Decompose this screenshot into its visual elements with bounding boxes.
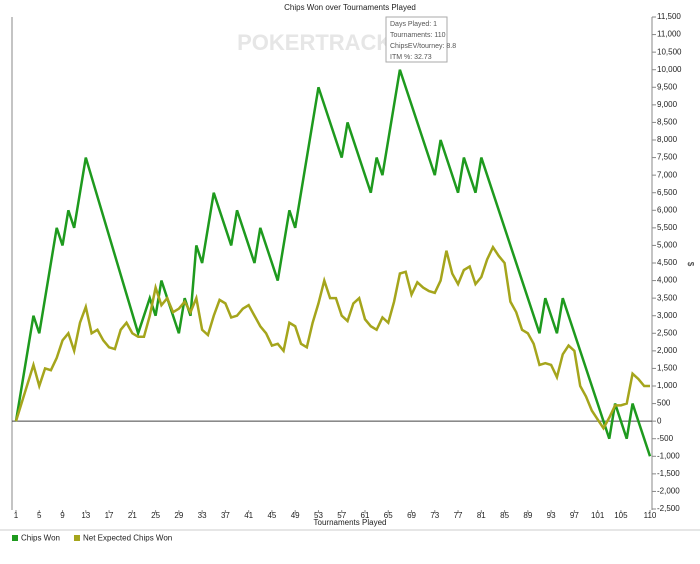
y-tick-label: 11,500 — [657, 12, 681, 21]
x-tick-label: 17 — [105, 511, 114, 520]
x-tick-label: 93 — [547, 511, 556, 520]
y-tick-label: 3,500 — [657, 293, 678, 302]
x-tick-label: 9 — [60, 511, 65, 520]
x-tick-label: 101 — [591, 511, 605, 520]
series-line — [14, 244, 650, 431]
y-tick-label: 5,000 — [657, 241, 678, 250]
y-tick-label: 7,500 — [657, 153, 678, 162]
x-tick-label: 69 — [407, 511, 416, 520]
y-tick-label: 4,000 — [657, 276, 678, 285]
tooltip-text: Tournaments: 110 — [390, 32, 446, 39]
tooltip: Days Played: 1 Tournaments: 110 ChipsEV/to… — [385, 16, 456, 63]
x-tick-label: 110 — [644, 511, 657, 520]
y-tick-label: 500 — [657, 399, 671, 408]
y-tick-label: 8,000 — [657, 135, 678, 144]
x-tick-label: 105 — [614, 511, 628, 520]
y-axis-title: $ — [686, 262, 695, 267]
y-tick-label: 6,000 — [657, 205, 678, 214]
y-tick-label: 1,500 — [657, 364, 678, 373]
tooltip-box — [385, 16, 448, 63]
y-tick-label: 9,500 — [657, 82, 678, 91]
y-tick-label: 7,000 — [657, 170, 678, 179]
x-tick-label: 61 — [361, 511, 370, 520]
x-tick-label: 89 — [523, 511, 532, 520]
y-tick-label: -2,000 — [657, 487, 680, 496]
y-tick-label: 2,500 — [657, 328, 678, 337]
x-tick-label: 73 — [430, 511, 439, 520]
y-tick-label: 1,000 — [657, 381, 678, 390]
y-tick-label: 5,500 — [657, 223, 678, 232]
chart-title: Chips Won over Tournaments Played — [284, 3, 416, 12]
x-tick-label: 21 — [128, 511, 137, 520]
y-tick-label: -1,500 — [657, 469, 680, 478]
x-tick-label: 65 — [384, 511, 393, 520]
x-tick-label: 85 — [500, 511, 509, 520]
x-tick-label: 97 — [570, 511, 579, 520]
legend-label: Chips Won — [21, 534, 60, 543]
x-tick-label: 81 — [477, 511, 486, 520]
legend-swatch — [12, 535, 18, 541]
y-tick-label: 11,000 — [657, 30, 681, 39]
x-tick-label: 49 — [291, 511, 300, 520]
y-tick-label: 6,500 — [657, 188, 678, 197]
y-tick-label: 0 — [657, 416, 662, 425]
y-tick-label: 10,500 — [657, 47, 682, 56]
legend-swatch — [73, 535, 80, 541]
x-tick-label: 37 — [221, 511, 230, 520]
x-tick-label: 77 — [454, 511, 463, 520]
x-tick-label: 13 — [81, 511, 90, 520]
x-axis-title: Tournaments Played — [314, 518, 387, 527]
y-tick-label: 2,000 — [657, 346, 678, 355]
y-tick-label: 10,000 — [657, 65, 682, 74]
y-tick-label: 8,500 — [657, 118, 678, 127]
tooltip-text: ITM %: 32.73 — [390, 54, 432, 61]
series-line — [14, 69, 652, 457]
x-tick-label: 53 — [314, 511, 323, 520]
y-tick-label: 3,000 — [657, 311, 678, 320]
x-tick-label: 5 — [37, 511, 42, 520]
tooltip-text: Days Played: 1 — [390, 21, 437, 28]
x-tick-label: 25 — [151, 511, 160, 520]
y-tick-label: 4,500 — [657, 258, 678, 267]
y-tick-label: -2,500 — [657, 504, 680, 513]
x-tick-label: 57 — [337, 511, 346, 520]
y-tick-label: 9,000 — [657, 100, 678, 109]
x-tick-label: 1 — [14, 511, 19, 520]
legend-label: Net Expected Chips Won — [83, 534, 172, 543]
x-tick-label: 45 — [267, 511, 276, 520]
x-tick-label: 29 — [174, 511, 183, 520]
x-tick-label: 41 — [244, 511, 253, 520]
tooltip-text: ChipsEV/tourney: 8.8 — [390, 43, 456, 50]
y-tick-label: -500 — [657, 434, 674, 443]
x-tick-label: 33 — [198, 511, 207, 520]
y-tick-label: -1,000 — [657, 451, 680, 460]
